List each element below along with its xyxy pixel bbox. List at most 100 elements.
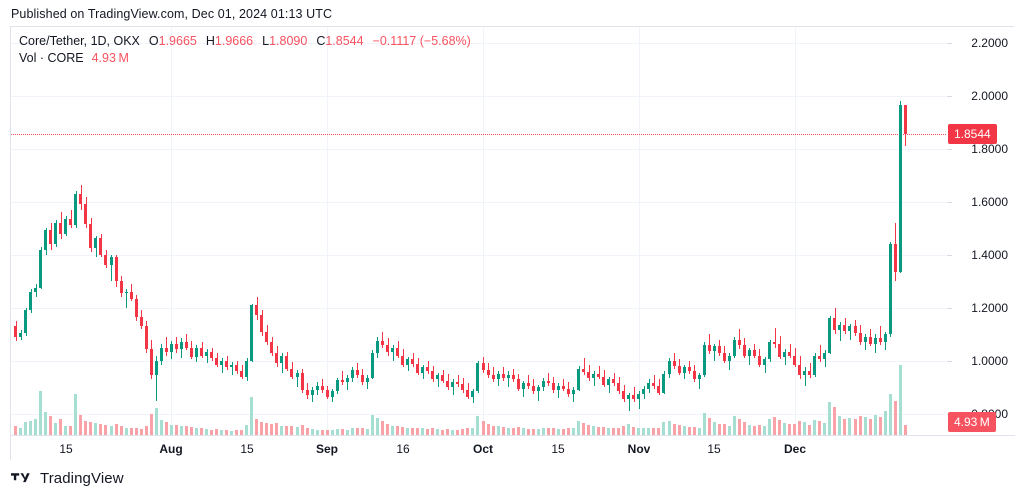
candle-body	[657, 385, 661, 393]
volume-bar	[848, 417, 852, 435]
candle-body	[260, 315, 264, 332]
candle-body	[692, 371, 696, 380]
time-scale-label: Oct	[472, 442, 494, 456]
price-tick	[947, 360, 952, 362]
volume-bar	[360, 428, 364, 435]
volume-bar	[139, 428, 143, 435]
candle-body	[436, 375, 440, 380]
candle-body	[903, 104, 907, 135]
candle-body	[752, 350, 756, 356]
candle-body	[416, 363, 420, 373]
candle-body	[310, 389, 314, 396]
volume-bar	[722, 424, 726, 435]
volume-bar	[838, 416, 842, 435]
candle-body	[275, 352, 279, 364]
candle-body	[355, 370, 359, 375]
chart-plot-area[interactable]	[11, 27, 946, 435]
volume-bar	[622, 426, 626, 435]
candle-wick	[342, 371, 343, 385]
candle-body	[325, 390, 329, 397]
volume-bar	[461, 429, 465, 435]
volume-bar	[903, 424, 907, 435]
volume-bar	[79, 414, 83, 435]
volume-bar	[124, 427, 128, 435]
candle-body	[220, 360, 224, 365]
volume-bar	[49, 416, 53, 435]
candle-body	[205, 352, 209, 356]
candle-body	[662, 374, 666, 393]
volume-bar	[476, 415, 480, 435]
candle-wick	[639, 391, 640, 409]
volume-bar	[14, 426, 17, 435]
volume-bar	[516, 427, 520, 435]
candle-body	[49, 230, 53, 245]
gridline-horizontal	[11, 413, 946, 415]
candle-body	[144, 326, 148, 349]
candle-body	[893, 244, 897, 273]
candle-body	[783, 351, 787, 357]
candle-body	[89, 224, 93, 249]
volume-bar	[69, 426, 73, 435]
candle-wick	[594, 371, 595, 386]
volume-bar	[401, 426, 405, 435]
volume-bar	[752, 426, 756, 435]
candle-wick	[805, 367, 806, 386]
volume-bar	[541, 428, 545, 435]
candle-wick	[563, 379, 564, 392]
volume-bar	[89, 421, 93, 435]
volume-bar	[446, 428, 450, 435]
volume-bar	[783, 423, 787, 435]
candle-body	[154, 360, 158, 376]
candle-body	[451, 382, 455, 388]
candle-body	[466, 389, 470, 397]
candle-body	[566, 388, 570, 394]
candle-body	[69, 219, 73, 226]
volume-bar	[823, 422, 827, 435]
volume-bar	[39, 391, 43, 435]
volume-bar	[577, 420, 581, 435]
candle-body	[632, 395, 636, 400]
candle-body	[79, 193, 83, 204]
time-scale-label: Sep	[315, 442, 339, 456]
candle-body	[813, 355, 817, 375]
volume-bar	[597, 427, 601, 435]
volume-bar	[134, 427, 138, 435]
candle-body	[441, 375, 445, 381]
volume-bar	[370, 414, 374, 435]
volume-bar	[290, 426, 294, 435]
volume-bar	[466, 428, 470, 435]
candle-body	[255, 305, 259, 316]
volume-bar	[898, 364, 902, 435]
candle-body	[380, 340, 384, 345]
volume-bar	[59, 419, 63, 435]
volume-bar	[149, 413, 153, 435]
volume-bar	[129, 428, 133, 435]
candle-body	[270, 341, 274, 353]
volume-bar	[154, 408, 158, 435]
volume-bar	[667, 420, 671, 435]
candle-body	[194, 347, 198, 357]
volume-bar	[607, 427, 611, 435]
price-scale[interactable]: 2.2000 2.0000 1.8000 1.6000 1.4000 1.2000 1.00…	[946, 27, 1016, 435]
candle-body	[84, 203, 88, 225]
volume-bar	[210, 429, 214, 435]
volume-bar	[717, 423, 721, 435]
price-tick	[947, 307, 952, 309]
candle-body	[768, 342, 772, 360]
time-scale[interactable]: 15 Aug 15 Sep 16 Oct 15 Nov 15 Dec	[11, 435, 1015, 461]
volume-bar	[808, 424, 812, 435]
volume-bar	[159, 420, 163, 435]
volume-bar	[682, 426, 686, 435]
candle-body	[129, 291, 133, 299]
volume-bar	[582, 423, 586, 435]
price-tick	[947, 254, 952, 256]
candle-body	[727, 355, 731, 361]
candle-wick	[207, 348, 208, 364]
price-scale-label: 2.0000	[971, 88, 1008, 103]
candle-body	[682, 367, 686, 373]
volume-bar	[546, 427, 550, 435]
candle-body	[888, 244, 892, 335]
candle-body	[64, 219, 68, 234]
candle-wick	[156, 355, 157, 401]
time-scale-label: 15	[707, 442, 721, 456]
